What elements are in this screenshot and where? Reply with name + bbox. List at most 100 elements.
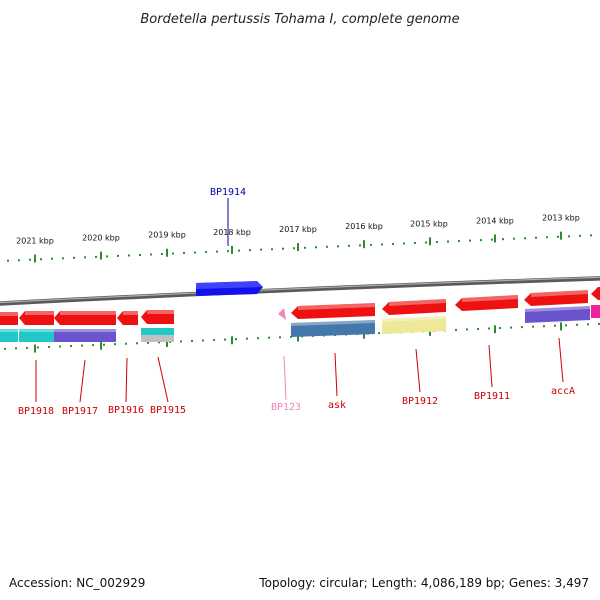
gene-edge[interactable] xyxy=(591,287,600,300)
gene-bp1917-part[interactable] xyxy=(19,311,54,325)
cds-bp1917-part[interactable] xyxy=(19,329,54,342)
ruler-minor-tick xyxy=(587,323,589,326)
gene-bp1915[interactable] xyxy=(141,310,174,324)
ruler-minor-tick xyxy=(128,254,130,257)
gene-label-bp1915[interactable]: BP1915 xyxy=(150,405,186,416)
ruler-minor-tick xyxy=(469,239,471,242)
ruler-minor-tick xyxy=(70,345,72,348)
ruler-minor-tick xyxy=(458,240,460,243)
gene-label-bp1917[interactable]: BP1917 xyxy=(62,406,98,417)
ruler-minor-tick xyxy=(249,249,251,252)
ruler-tick-label: 2020 kbp xyxy=(82,234,120,243)
gene-label-acca[interactable]: accA xyxy=(551,386,575,397)
ruler-minor-tick xyxy=(502,238,504,241)
gene-label-bp1918[interactable]: BP1918 xyxy=(18,406,54,417)
gene-acca[interactable] xyxy=(524,290,588,306)
cds-acca[interactable] xyxy=(525,306,590,323)
gene-label-ask[interactable]: ask xyxy=(328,400,346,411)
callout-line xyxy=(415,348,421,393)
ruler-minor-tick xyxy=(51,257,53,260)
ruler-minor-tick xyxy=(92,344,94,347)
ruler-major-tick xyxy=(297,243,299,252)
callout-line xyxy=(334,352,338,397)
ruler-minor-tick xyxy=(213,339,215,342)
cds-bp1917[interactable] xyxy=(54,329,116,342)
ruler-minor-tick xyxy=(15,347,17,350)
ruler-tick-label: 2017 kbp xyxy=(279,225,317,234)
ruler-minor-tick xyxy=(279,336,281,339)
ruler-minor-tick xyxy=(81,344,83,347)
ruler-minor-tick xyxy=(216,250,218,253)
rna-bp1915[interactable] xyxy=(141,335,174,342)
callout-line xyxy=(125,357,128,403)
ruler-minor-tick xyxy=(348,244,350,247)
cds-bp1912[interactable] xyxy=(382,316,446,334)
ruler-minor-tick xyxy=(202,339,204,342)
cds-bp1918[interactable] xyxy=(0,329,18,342)
gene-label-bp1912[interactable]: BP1912 xyxy=(402,396,438,407)
callout-line xyxy=(157,356,169,403)
ruler-minor-tick xyxy=(59,345,61,348)
ruler-minor-tick xyxy=(304,246,306,249)
cds-shine xyxy=(0,306,590,332)
ruler-minor-tick xyxy=(125,342,127,345)
ruler-minor-tick xyxy=(117,254,119,257)
ruler-tick-label: 2021 kbp xyxy=(16,236,54,245)
gene-bp1917[interactable] xyxy=(54,311,116,325)
ruler-minor-tick xyxy=(7,259,9,262)
ruler-major-tick xyxy=(560,322,562,331)
ruler-minor-tick xyxy=(150,253,152,256)
ruler-minor-tick xyxy=(315,246,317,249)
gene-label-bp1914[interactable]: BP1914 xyxy=(210,187,246,198)
ruler-major-tick xyxy=(560,231,562,240)
ruler-minor-tick xyxy=(576,323,578,326)
ruler-minor-tick xyxy=(271,248,273,251)
gene-label-bp1911[interactable]: BP1911 xyxy=(474,391,510,402)
gene-bp1914-shine xyxy=(196,281,263,289)
ruler-minor-tick xyxy=(546,236,548,239)
gene-ask[interactable] xyxy=(291,303,375,319)
ruler-minor-tick xyxy=(425,241,427,244)
gene-bp123[interactable] xyxy=(278,308,286,320)
genome-summary-text: Topology: circular; Length: 4,086,189 bp… xyxy=(259,576,589,590)
ruler-minor-tick xyxy=(48,345,50,348)
ruler-major-tick xyxy=(231,245,233,254)
ruler-minor-tick xyxy=(524,237,526,240)
gene-bp1911[interactable] xyxy=(455,295,518,311)
gene-bp1918[interactable] xyxy=(0,312,18,325)
ruler-minor-tick xyxy=(532,325,534,328)
ruler-minor-tick xyxy=(403,242,405,245)
ruler-tick-label: 2018 kbp xyxy=(213,228,251,237)
ruler-minor-tick xyxy=(598,322,600,325)
ruler-minor-tick xyxy=(477,327,479,330)
ruler-major-tick xyxy=(100,341,102,350)
ruler-minor-tick xyxy=(359,244,361,247)
gene-bp1912[interactable] xyxy=(382,299,446,315)
ruler-minor-tick xyxy=(161,252,163,255)
ruler-minor-tick xyxy=(246,337,248,340)
ruler-minor-tick xyxy=(381,243,383,246)
ruler-minor-tick xyxy=(4,347,6,350)
ruler-minor-tick xyxy=(436,241,438,244)
ruler-minor-tick xyxy=(447,240,449,243)
genome-backbone-highlight xyxy=(0,276,600,304)
cds-ask[interactable] xyxy=(291,320,375,337)
ruler-minor-tick xyxy=(235,338,237,341)
gene-label-bp1916[interactable]: BP1916 xyxy=(108,405,144,416)
ruler-minor-tick xyxy=(535,236,537,239)
cds-bp1915[interactable] xyxy=(141,328,174,335)
ruler-minor-tick xyxy=(136,342,138,345)
gene-shine xyxy=(0,290,588,316)
ruler-minor-tick xyxy=(513,237,515,240)
gene-label-bp123[interactable]: BP123 xyxy=(271,402,301,413)
ruler-major-tick xyxy=(100,251,102,260)
ruler-major-tick xyxy=(34,254,36,263)
ruler-minor-tick xyxy=(37,346,39,349)
ruler-tick-label: 2016 kbp xyxy=(345,222,383,231)
ruler-minor-tick xyxy=(260,248,262,251)
ruler-major-tick xyxy=(231,336,233,345)
ruler-minor-tick xyxy=(73,256,75,259)
cds-edge[interactable] xyxy=(591,305,600,318)
ruler-minor-tick xyxy=(282,247,284,250)
gene-bp1916[interactable] xyxy=(117,311,138,325)
